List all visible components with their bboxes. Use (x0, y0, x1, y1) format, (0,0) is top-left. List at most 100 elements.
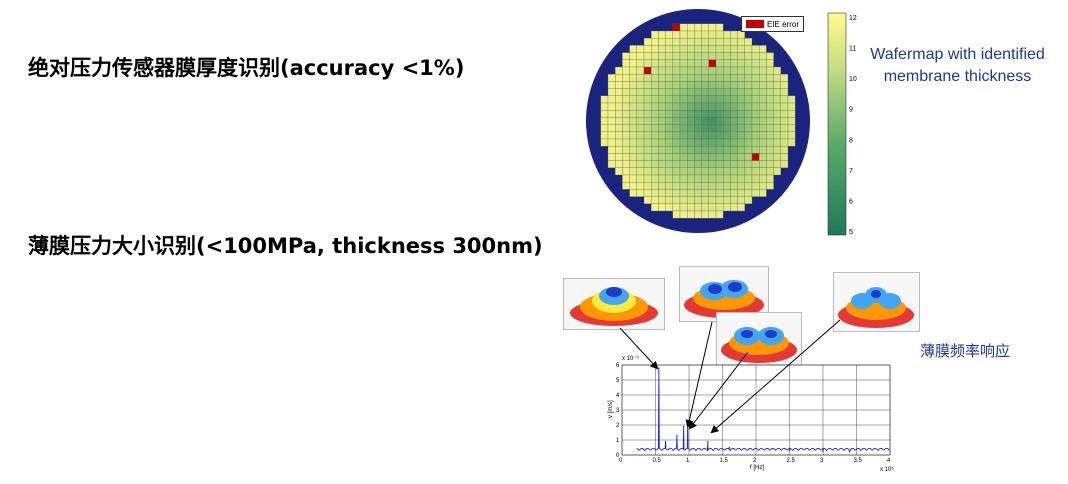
wafer-cell (679, 189, 688, 197)
wafer-cell (759, 66, 767, 75)
wafer-cell (651, 95, 659, 104)
wafer-cell (679, 167, 688, 176)
wafer-cell (679, 38, 688, 46)
wafer-cell (744, 138, 753, 147)
wafer-cell (723, 52, 731, 60)
wafer-cell (773, 153, 781, 161)
wafer-cell (751, 138, 760, 147)
wafer-cell (723, 66, 731, 75)
wafer-cell (715, 182, 724, 190)
wafer-cell (665, 160, 673, 168)
spectrum-peak-point (707, 440, 709, 443)
wafer-cell (672, 52, 681, 60)
wafer-cell (607, 131, 616, 140)
wafer-cell (730, 131, 738, 140)
wafer-cell (658, 81, 666, 89)
wafer-cell (701, 38, 709, 46)
y-tick-label: 5 (616, 378, 620, 384)
wafer-cell (787, 131, 796, 140)
wafer-cell (665, 30, 673, 39)
wafer-cell (780, 131, 789, 140)
wafer-cell (629, 153, 637, 161)
wafer-cell (737, 196, 745, 204)
wafer-cell (730, 45, 738, 53)
wafer-cell (773, 95, 781, 104)
wafer-cell (622, 182, 630, 190)
wafer-cell (651, 196, 659, 204)
wafer-cell (708, 45, 717, 53)
wafer-cell (751, 182, 760, 190)
wafer-cell (730, 38, 738, 46)
wafer-cell (679, 117, 688, 125)
wafer-cell (665, 110, 673, 118)
wafer-cell (607, 146, 616, 154)
wafer-cell (665, 102, 673, 111)
wafer-cell (643, 45, 652, 53)
wafer-cell (737, 124, 745, 132)
wafer-cell (636, 146, 645, 154)
wafer-cell (600, 131, 609, 140)
wafer-cell (715, 45, 724, 53)
wafer-cell (658, 74, 666, 82)
wafer-cell (679, 196, 688, 204)
wafer-cell (622, 81, 630, 89)
wafer-cell (687, 95, 695, 104)
wafer-cell (643, 160, 652, 168)
wafer-cell (787, 117, 796, 125)
x-tick-label: 2 (753, 458, 757, 464)
wafer-cell (708, 210, 717, 219)
wafer-cell (643, 88, 652, 96)
wafer-cell (629, 95, 637, 104)
wafer-cell (658, 59, 666, 68)
wafer-cell (737, 138, 745, 147)
wafer-cell (723, 30, 731, 39)
wafer-cell (766, 131, 774, 140)
wafer-cell (787, 124, 796, 132)
wafer-cell (708, 167, 717, 176)
wafer-cell (615, 117, 623, 125)
wafer-cell (787, 95, 796, 104)
wafer-cell (629, 138, 637, 147)
wafer-cell (607, 160, 616, 168)
wafer-cell (687, 174, 695, 183)
wafer-cell (744, 117, 753, 125)
wafer-cell (694, 203, 702, 212)
wafer-cell (687, 59, 695, 68)
wafer-cell (766, 74, 774, 82)
wafer-cell (665, 52, 673, 60)
wafer-cell (759, 160, 767, 168)
wafer-cell (665, 189, 673, 197)
wafer-cell (600, 102, 609, 111)
wafer-cell (737, 110, 745, 118)
x-tick-label: 3.5 (854, 458, 863, 464)
wafer-cell (715, 95, 724, 104)
wafer-cell (737, 45, 745, 53)
wafer-cell (651, 124, 659, 132)
wafer-cell (708, 74, 717, 82)
wafer-cell (730, 59, 738, 68)
wafer-cell (715, 167, 724, 176)
wafer-cell (708, 124, 717, 132)
wafer-cell (723, 59, 731, 68)
wafer-cell (636, 124, 645, 132)
wafer-cell (687, 74, 695, 82)
wafer-cell (665, 182, 673, 190)
wafer-cell (766, 138, 774, 147)
wafer-cell (665, 88, 673, 96)
wafer-cell (730, 167, 738, 176)
wafer-cell (658, 146, 666, 154)
wafer-cell (607, 88, 616, 96)
wafer-cell (643, 52, 652, 60)
wafer-cell (687, 182, 695, 190)
wafer-cell (730, 189, 738, 197)
wafer-cell (780, 146, 789, 154)
wafer-cell (723, 182, 731, 190)
wafer-cell (780, 110, 789, 118)
wafer-cell (672, 74, 681, 82)
wafer-cell (629, 59, 637, 68)
wafer-cell (723, 102, 731, 111)
wafer-cell (629, 160, 637, 168)
wafer-cell (694, 59, 702, 68)
wafer-cell-error (672, 23, 681, 32)
wafer-cell (658, 102, 666, 111)
